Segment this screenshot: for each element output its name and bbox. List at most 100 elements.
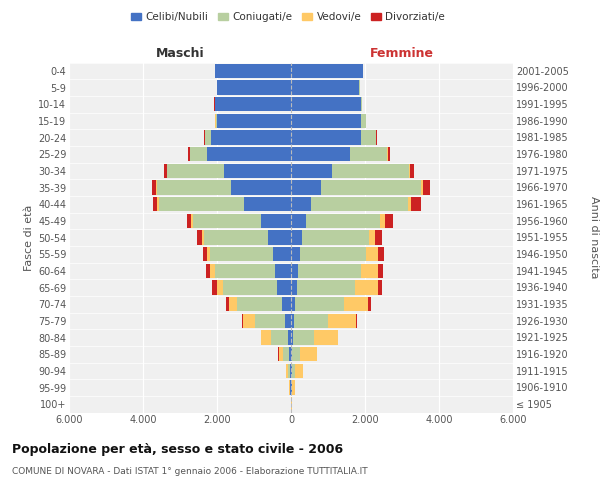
Bar [291, 364, 303, 378]
Bar [202, 230, 291, 244]
Bar [153, 197, 291, 211]
Bar [287, 364, 291, 378]
Bar [291, 297, 344, 311]
Bar [291, 280, 297, 294]
Bar [289, 380, 291, 394]
Bar [291, 114, 366, 128]
Bar [291, 214, 393, 228]
Bar [272, 247, 291, 261]
Bar [215, 114, 291, 128]
Bar [291, 97, 362, 112]
Bar [291, 247, 366, 261]
Bar [286, 364, 291, 378]
Bar [215, 97, 291, 112]
Bar [291, 164, 409, 178]
Bar [291, 230, 376, 244]
Bar [291, 80, 360, 94]
Bar [291, 64, 363, 78]
Bar [289, 347, 291, 361]
Bar [291, 97, 362, 112]
Bar [215, 114, 291, 128]
Bar [291, 197, 421, 211]
Bar [187, 214, 291, 228]
Bar [244, 197, 291, 211]
Bar [291, 130, 377, 144]
Bar [290, 364, 291, 378]
Bar [238, 297, 291, 311]
Bar [291, 297, 371, 311]
Bar [291, 297, 295, 311]
Bar [291, 264, 298, 278]
Bar [291, 264, 377, 278]
Bar [211, 247, 291, 261]
Bar [290, 380, 291, 394]
Bar [291, 147, 387, 161]
Bar [291, 64, 364, 78]
Bar [291, 114, 366, 128]
Bar [291, 330, 314, 344]
Bar [212, 280, 291, 294]
Bar [291, 130, 376, 144]
Text: Anni di nascita: Anni di nascita [589, 196, 599, 279]
Bar [205, 130, 291, 144]
Bar [291, 180, 430, 194]
Bar [291, 230, 302, 244]
Bar [291, 180, 423, 194]
Bar [291, 380, 295, 394]
Bar [291, 264, 383, 278]
Bar [291, 247, 384, 261]
Bar [291, 97, 362, 112]
Bar [215, 64, 291, 78]
Bar [291, 330, 338, 344]
Bar [291, 180, 421, 194]
Bar [291, 97, 361, 112]
Bar [275, 264, 291, 278]
Bar [167, 164, 291, 178]
Bar [291, 130, 376, 144]
Bar [271, 330, 291, 344]
Bar [278, 347, 291, 361]
Bar [291, 280, 377, 294]
Bar [242, 314, 291, 328]
Bar [211, 264, 291, 278]
Bar [217, 80, 291, 94]
Bar [157, 180, 291, 194]
Bar [291, 130, 361, 144]
Bar [291, 64, 363, 78]
Bar [291, 247, 300, 261]
Bar [203, 247, 291, 261]
Bar [291, 314, 358, 328]
Bar [291, 214, 380, 228]
Legend: Celibi/Nubili, Coniugati/e, Vedovi/e, Divorziati/e: Celibi/Nubili, Coniugati/e, Vedovi/e, Di… [127, 8, 449, 26]
Bar [215, 97, 291, 112]
Bar [211, 130, 291, 144]
Bar [291, 314, 328, 328]
Text: COMUNE DI NOVARA - Dati ISTAT 1° gennaio 2006 - Elaborazione TUTTITALIA.IT: COMUNE DI NOVARA - Dati ISTAT 1° gennaio… [12, 468, 368, 476]
Bar [291, 64, 364, 78]
Bar [288, 330, 291, 344]
Bar [156, 180, 291, 194]
Bar [291, 180, 322, 194]
Bar [291, 347, 300, 361]
Bar [226, 297, 291, 311]
Bar [193, 214, 291, 228]
Bar [157, 197, 291, 211]
Text: Femmine: Femmine [370, 47, 434, 60]
Bar [286, 314, 291, 328]
Bar [204, 130, 291, 144]
Bar [291, 197, 407, 211]
Bar [217, 114, 291, 128]
Bar [217, 280, 291, 294]
Bar [291, 297, 368, 311]
Bar [291, 80, 360, 94]
Bar [291, 347, 317, 361]
Bar [291, 364, 292, 378]
Bar [291, 380, 292, 394]
Bar [291, 214, 306, 228]
Bar [291, 80, 359, 94]
Bar [224, 164, 291, 178]
Bar [291, 147, 388, 161]
Bar [190, 147, 291, 161]
Bar [283, 347, 291, 361]
Bar [291, 230, 382, 244]
